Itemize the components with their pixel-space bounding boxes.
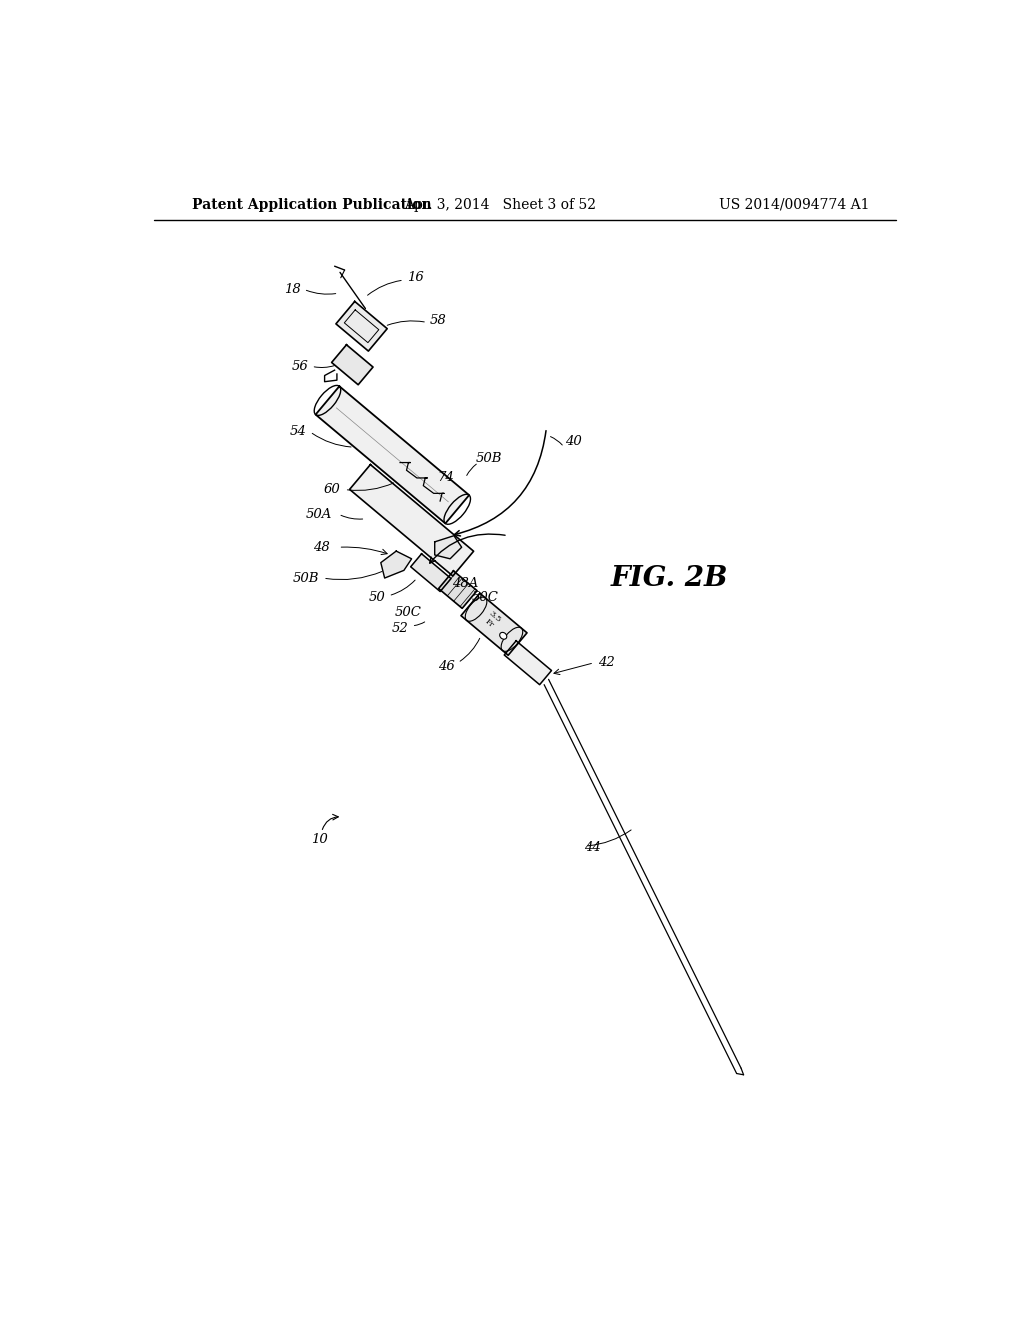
Text: 18: 18	[284, 282, 301, 296]
Text: FIG. 2B: FIG. 2B	[610, 565, 728, 591]
Polygon shape	[315, 387, 469, 524]
Text: 10: 10	[311, 833, 328, 846]
Text: 42: 42	[598, 656, 614, 669]
Ellipse shape	[500, 632, 507, 639]
Text: 50: 50	[369, 591, 385, 603]
Text: US 2014/0094774 A1: US 2014/0094774 A1	[719, 198, 869, 211]
Polygon shape	[461, 593, 527, 655]
Polygon shape	[336, 301, 387, 351]
Text: 74: 74	[438, 471, 455, 484]
Text: 48: 48	[313, 541, 330, 554]
Text: 46: 46	[438, 660, 455, 673]
Text: 50B: 50B	[293, 572, 319, 585]
Text: 40: 40	[565, 436, 582, 449]
Polygon shape	[381, 552, 412, 578]
Polygon shape	[332, 345, 373, 384]
Polygon shape	[349, 465, 474, 576]
Text: 50C: 50C	[394, 606, 421, 619]
Polygon shape	[438, 570, 477, 609]
Text: 54: 54	[290, 425, 307, 438]
Text: Fr: Fr	[483, 618, 496, 630]
Polygon shape	[435, 536, 462, 558]
Text: 50A: 50A	[306, 508, 333, 520]
Polygon shape	[411, 554, 451, 591]
Text: 52: 52	[392, 622, 409, 635]
Text: 58: 58	[430, 314, 446, 326]
Text: 3.5: 3.5	[487, 610, 503, 624]
Text: 60: 60	[324, 483, 341, 496]
Polygon shape	[504, 640, 552, 685]
Text: 48A: 48A	[453, 577, 478, 590]
Text: 56: 56	[292, 360, 308, 372]
Text: 50C: 50C	[471, 591, 499, 603]
Text: 16: 16	[408, 271, 424, 284]
Text: Apr. 3, 2014   Sheet 3 of 52: Apr. 3, 2014 Sheet 3 of 52	[404, 198, 596, 211]
Text: 50B: 50B	[475, 453, 502, 465]
Text: Patent Application Publication: Patent Application Publication	[193, 198, 432, 211]
Text: 44: 44	[584, 841, 601, 854]
